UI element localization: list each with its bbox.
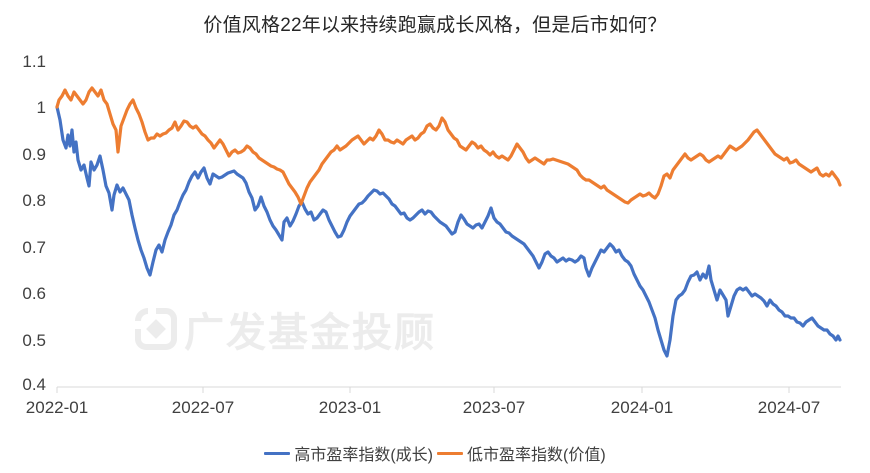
y-tick-1.0: 1 [36, 98, 46, 117]
y-tick-0.5: 0.5 [22, 331, 46, 350]
x-axis-ticks [56, 387, 790, 393]
y-tick-0.7: 0.7 [22, 238, 46, 257]
growth-series-line [55, 105, 842, 358]
value-series-line [55, 86, 842, 206]
legend-label-value: 低市盈率指数(价值) [467, 447, 606, 464]
y-tick-0.8: 0.8 [22, 191, 46, 210]
watermark-text: 广发基金投顾 [184, 311, 436, 355]
legend-label-growth: 高市盈率指数(成长) [294, 447, 433, 464]
legend-item-growth[interactable]: 高市盈率指数(成长) [264, 441, 433, 465]
watermark: 广发基金投顾 [134, 300, 436, 358]
y-tick-1.1: 1.1 [22, 52, 46, 71]
y-tick-0.4: 0.4 [22, 375, 46, 394]
x-tick-2022-01: 2022-01 [25, 398, 89, 417]
x-tick-2024-01: 2024-01 [610, 398, 674, 417]
legend-item-value[interactable]: 低市盈率指数(价值) [437, 441, 606, 465]
x-tick-2024-07: 2024-07 [757, 398, 821, 417]
legend: 高市盈率指数(成长) 低市盈率指数(价值) [0, 441, 870, 465]
y-tick-0.6: 0.6 [22, 284, 46, 303]
x-tick-2023-01: 2023-01 [318, 398, 382, 417]
y-tick-0.9: 0.9 [22, 145, 46, 164]
x-tick-2023-07: 2023-07 [462, 398, 526, 417]
chart-title: 价值风格22年以来持续跑赢成长风格，但是后市如何？ [203, 15, 667, 36]
growth-swatch-icon [264, 451, 291, 455]
x-tick-2022-07: 2022-07 [171, 398, 235, 417]
watermark-logo-icon [135, 308, 177, 350]
value-swatch-icon [437, 451, 463, 455]
